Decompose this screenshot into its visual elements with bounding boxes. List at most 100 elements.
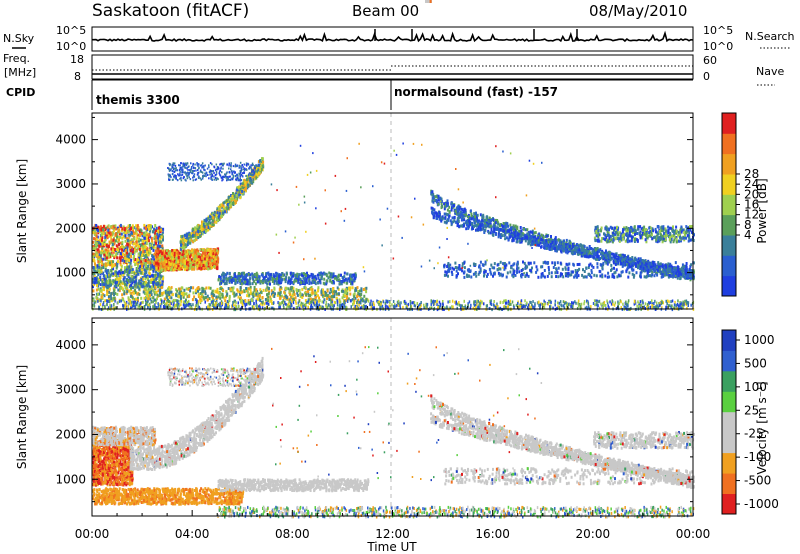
data-point [301, 296, 304, 299]
data-point [223, 296, 226, 300]
data-point [114, 239, 117, 243]
data-point [200, 295, 203, 299]
data-point [219, 282, 221, 286]
data-point [233, 194, 236, 198]
data-point [149, 293, 151, 297]
data-point [332, 287, 335, 291]
data-point [137, 228, 140, 232]
data-point [92, 244, 95, 248]
data-point [162, 277, 164, 281]
data-point [211, 172, 213, 175]
data-point [232, 175, 235, 178]
data-point [168, 261, 171, 265]
data-point [99, 272, 102, 276]
data-point [126, 245, 129, 249]
data-point [205, 172, 208, 175]
data-point [346, 292, 349, 296]
data-point [122, 227, 125, 231]
data-point [170, 262, 173, 266]
data-point [129, 249, 132, 252]
data-point [230, 275, 233, 279]
data-point [127, 268, 130, 271]
data-point [228, 294, 231, 298]
data-point [102, 274, 105, 278]
data-point [157, 226, 160, 230]
data-point [220, 214, 223, 218]
data-point [497, 305, 499, 309]
data-point [173, 249, 176, 252]
data-point [347, 277, 350, 281]
data-point [226, 163, 228, 166]
data-point [297, 280, 300, 284]
data-point [256, 174, 259, 178]
data-point [310, 287, 313, 291]
data-point [133, 272, 136, 276]
data-point [177, 256, 180, 259]
data-point [148, 242, 151, 246]
data-point [483, 302, 485, 306]
data-point [251, 170, 253, 173]
data-point [223, 272, 225, 276]
data-point [319, 281, 322, 285]
data-point [241, 164, 243, 166]
data-point [212, 216, 215, 220]
data-point [179, 164, 181, 167]
data-point [126, 248, 129, 252]
data-point [102, 224, 105, 228]
data-point [330, 273, 333, 277]
data-point [95, 227, 98, 231]
data-point [197, 230, 200, 233]
data-point [98, 292, 101, 296]
data-point [239, 161, 242, 164]
data-point [137, 264, 140, 268]
data-point [204, 164, 206, 167]
data-point [300, 281, 303, 285]
data-point [221, 179, 223, 182]
data-point [209, 215, 211, 219]
data-point [239, 279, 242, 283]
data-point [646, 305, 648, 309]
data-point [111, 231, 114, 235]
data-point [139, 251, 142, 255]
data-point [275, 279, 278, 282]
data-point [118, 247, 121, 251]
data-point [153, 244, 155, 248]
data-point [165, 305, 168, 309]
data-point [199, 248, 202, 252]
data-point [167, 252, 170, 255]
data-point [115, 262, 118, 266]
data-point [182, 162, 185, 165]
data-point [313, 277, 316, 281]
data-point [196, 225, 199, 229]
data-point [667, 304, 670, 308]
data-point [215, 173, 218, 176]
data-point [108, 273, 111, 277]
data-point [195, 237, 198, 241]
data-point [213, 250, 216, 254]
data-point [160, 275, 163, 279]
data-point [127, 279, 130, 282]
data-point [165, 260, 168, 264]
data-point [247, 178, 250, 182]
data-point [135, 297, 138, 301]
data-point [221, 171, 223, 174]
data-point [154, 279, 157, 283]
data-point [161, 252, 164, 255]
data-point [104, 228, 107, 232]
data-point [662, 301, 664, 305]
data-point [276, 277, 278, 281]
data-point [360, 293, 363, 296]
data-point [354, 296, 357, 300]
data-point [202, 254, 205, 258]
data-point [255, 299, 257, 303]
data-point [146, 267, 149, 271]
data-point [193, 250, 196, 254]
data-point [239, 286, 242, 289]
data-point [228, 175, 230, 178]
data-point [158, 266, 161, 270]
data-point [643, 305, 645, 309]
data-point [100, 270, 103, 274]
data-point [133, 236, 136, 240]
data-point [146, 238, 149, 242]
